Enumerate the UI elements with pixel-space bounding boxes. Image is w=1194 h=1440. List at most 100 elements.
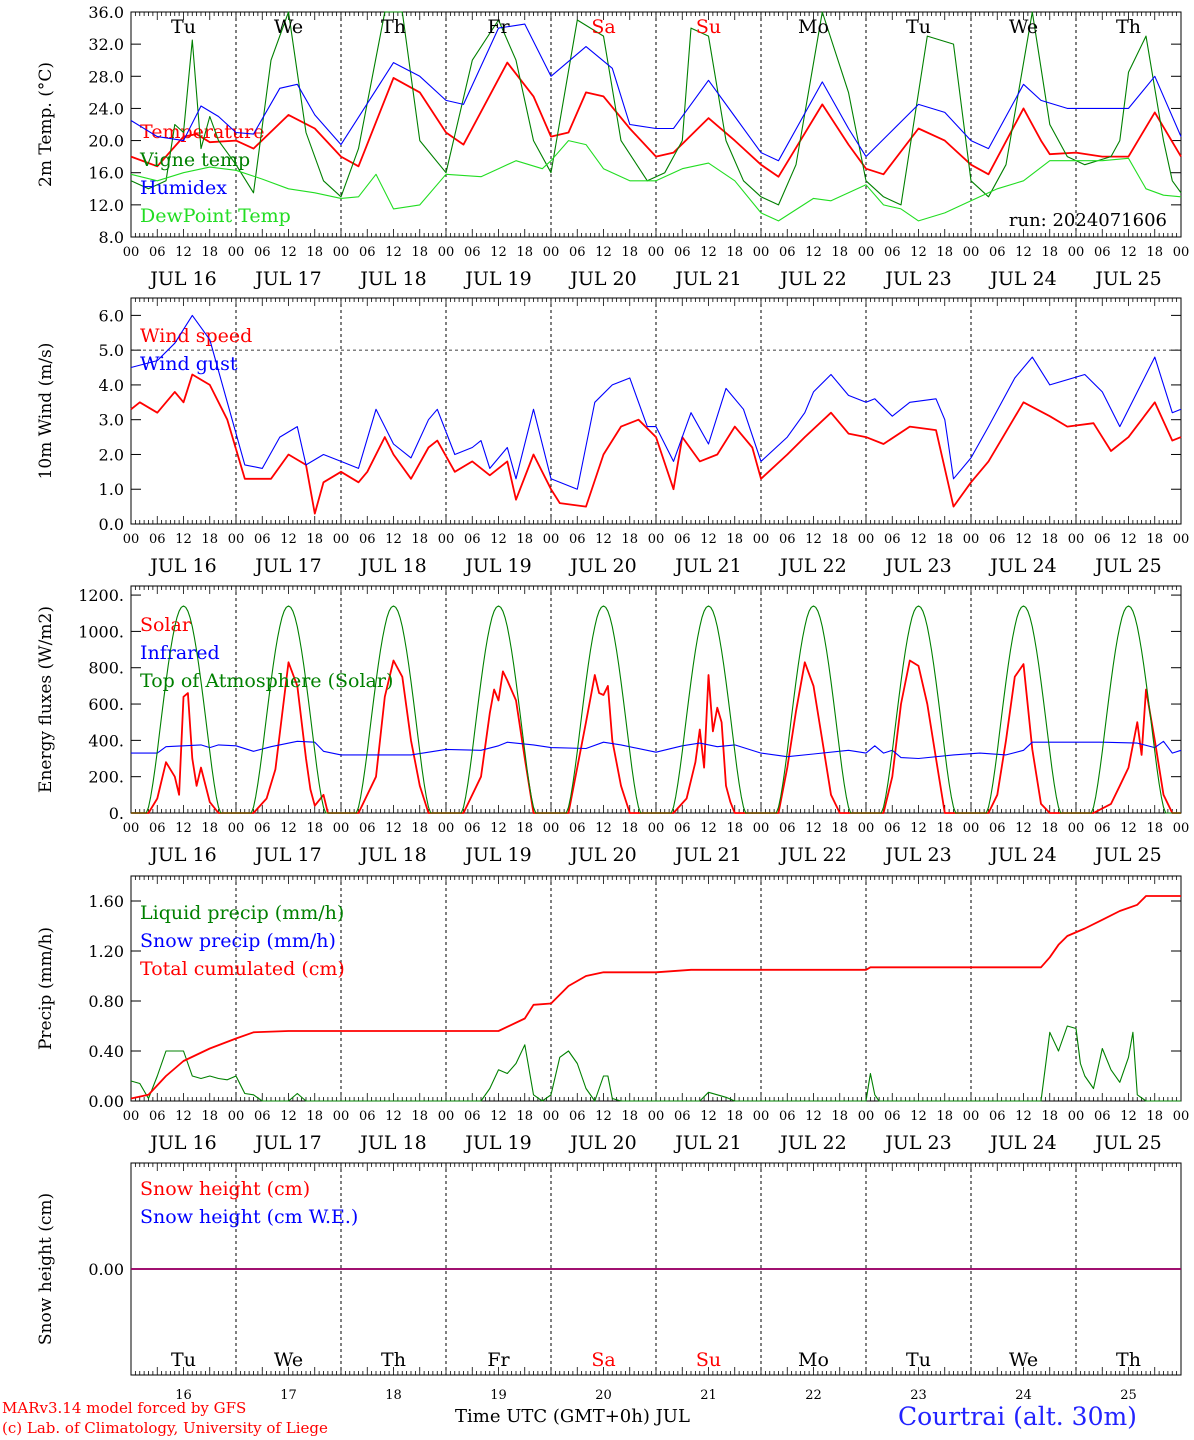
hour-label: 18 xyxy=(621,245,638,260)
hour-label: 06 xyxy=(254,821,271,836)
weekday-label: We xyxy=(1009,16,1038,38)
hour-label: 06 xyxy=(884,532,901,547)
hour-label: 12 xyxy=(805,1109,822,1124)
panel-5: 0.00 Snow height (cm) Snow height (cm) Snow… xyxy=(36,1162,1182,1403)
hour-label: 00 xyxy=(123,532,140,547)
y-tick-label: 24.0 xyxy=(88,99,124,118)
y-tick-label: 16.0 xyxy=(88,164,124,183)
y-tick-label: 3.0 xyxy=(99,411,124,430)
hour-label: 00 xyxy=(333,532,350,547)
hour-label: 00 xyxy=(333,245,350,260)
hour-label: 18 xyxy=(411,1109,428,1124)
hour-label: 18 xyxy=(516,245,533,260)
hour-label: 06 xyxy=(149,821,166,836)
date-label: JUL 18 xyxy=(358,555,426,577)
hour-label: 06 xyxy=(359,245,376,260)
date-label: JUL 25 xyxy=(1093,555,1161,577)
hour-label: 18 xyxy=(726,245,743,260)
date-label: JUL 23 xyxy=(883,1132,951,1154)
hour-label: 06 xyxy=(569,821,586,836)
day-number-label: 25 xyxy=(1120,1388,1137,1403)
date-label: JUL 23 xyxy=(883,555,951,577)
hour-label: 12 xyxy=(910,245,927,260)
y-tick-label: 20.0 xyxy=(88,132,124,151)
y-tick-label: 800. xyxy=(88,659,124,678)
date-label: JUL 20 xyxy=(568,555,636,577)
y-tick-label: 600. xyxy=(88,695,124,714)
date-label: JUL 21 xyxy=(673,268,741,290)
hour-label: 18 xyxy=(411,245,428,260)
date-label: JUL 17 xyxy=(253,268,321,290)
y-tick-label: 400. xyxy=(88,731,124,750)
hour-label: 18 xyxy=(306,532,323,547)
date-label: JUL 16 xyxy=(148,1132,216,1154)
legend-entry: Wind speed xyxy=(140,325,252,347)
day-number-label: 21 xyxy=(700,1388,717,1403)
hour-label: 00 xyxy=(648,1109,665,1124)
hour-label: 00 xyxy=(543,1109,560,1124)
hour-label: 00 xyxy=(1173,821,1190,836)
hour-label: 12 xyxy=(805,821,822,836)
hour-label: 18 xyxy=(936,1109,953,1124)
hour-label: 06 xyxy=(674,245,691,260)
hour-label: 12 xyxy=(280,821,297,836)
hour-label: 00 xyxy=(1068,245,1085,260)
legend-entry: Total cumulated (cm) xyxy=(140,958,345,980)
date-label: JUL 17 xyxy=(253,844,321,866)
hour-label: 00 xyxy=(438,1109,455,1124)
y-tick-label: 1000. xyxy=(78,622,124,641)
station-label: Courtrai (alt. 30m) xyxy=(898,1402,1137,1431)
legend-entry: Liquid precip (mm/h) xyxy=(140,902,344,924)
date-label: JUL 23 xyxy=(883,268,951,290)
weekday-label: Th xyxy=(381,1349,406,1371)
hour-label: 00 xyxy=(1173,245,1190,260)
hour-label: 18 xyxy=(306,1109,323,1124)
panel-frame xyxy=(130,11,1182,238)
legend-entry: Snow height (cm) xyxy=(140,1178,310,1200)
hour-label: 12 xyxy=(385,245,402,260)
legend-entry: Wind gust xyxy=(140,353,238,375)
hour-label: 00 xyxy=(963,1109,980,1124)
y-tick-label: 0.00 xyxy=(88,1092,124,1111)
hour-label: 06 xyxy=(779,821,796,836)
hour-label: 18 xyxy=(306,821,323,836)
y-tick-label: 6.0 xyxy=(99,306,124,325)
hour-label: 18 xyxy=(1041,532,1058,547)
day-number-label: 16 xyxy=(175,1388,192,1403)
hour-label: 18 xyxy=(1146,245,1163,260)
date-label: JUL 25 xyxy=(1093,268,1161,290)
hour-label: 12 xyxy=(280,532,297,547)
series-line-liquid-precip-mm-h- xyxy=(130,1025,1181,1102)
date-label: JUL 19 xyxy=(463,844,531,866)
date-label: JUL 18 xyxy=(358,1132,426,1154)
hour-label: 12 xyxy=(1015,245,1032,260)
day-number-label: 19 xyxy=(490,1388,507,1403)
hour-label: 12 xyxy=(175,532,192,547)
hour-label: 06 xyxy=(464,821,481,836)
date-label: JUL 25 xyxy=(1093,1132,1161,1154)
hour-label: 12 xyxy=(1120,245,1137,260)
hour-label: 18 xyxy=(936,532,953,547)
hour-label: 18 xyxy=(726,532,743,547)
hour-label: 18 xyxy=(201,532,218,547)
legend-entry: Vigne temp xyxy=(139,149,250,171)
weekday-label: Th xyxy=(381,16,406,38)
hour-label: 12 xyxy=(280,1109,297,1124)
y-axis-label: Precip (mm/h) xyxy=(36,927,56,1050)
hour-label: 06 xyxy=(1094,245,1111,260)
hour-label: 06 xyxy=(779,1109,796,1124)
hour-label: 18 xyxy=(831,532,848,547)
hour-label: 00 xyxy=(228,1109,245,1124)
hour-label: 12 xyxy=(700,1109,717,1124)
weekday-label: Mo xyxy=(798,16,829,38)
hour-label: 00 xyxy=(228,532,245,547)
date-label: JUL 19 xyxy=(463,1132,531,1154)
hour-label: 06 xyxy=(989,245,1006,260)
hour-label: 18 xyxy=(1146,532,1163,547)
weekday-label: Tu xyxy=(171,1349,196,1371)
weekday-label: Fr xyxy=(487,16,510,38)
date-label: JUL 17 xyxy=(253,1132,321,1154)
hour-label: 12 xyxy=(595,532,612,547)
hour-label: 06 xyxy=(1094,1109,1111,1124)
